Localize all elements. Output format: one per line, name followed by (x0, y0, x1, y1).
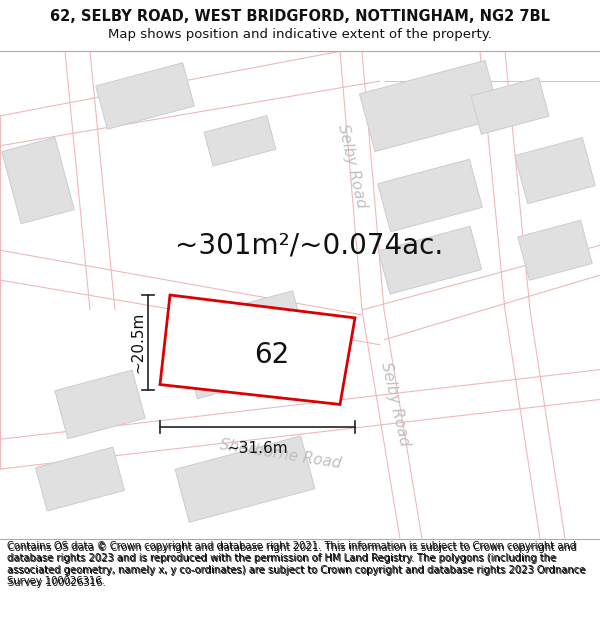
Polygon shape (204, 116, 276, 166)
Text: Contains OS data © Crown copyright and database right 2021. This information is : Contains OS data © Crown copyright and d… (8, 542, 586, 588)
Text: 62, SELBY ROAD, WEST BRIDGFORD, NOTTINGHAM, NG2 7BL: 62, SELBY ROAD, WEST BRIDGFORD, NOTTINGH… (50, 9, 550, 24)
Polygon shape (378, 226, 482, 294)
Text: Selby Road: Selby Road (335, 122, 369, 209)
Polygon shape (175, 436, 315, 522)
Text: 62: 62 (254, 341, 289, 369)
Polygon shape (518, 220, 592, 280)
Polygon shape (359, 61, 500, 151)
Text: Sherborne Road: Sherborne Road (218, 437, 342, 471)
Text: Contains OS data © Crown copyright and database right 2021. This information is : Contains OS data © Crown copyright and d… (7, 541, 586, 586)
Polygon shape (176, 291, 313, 399)
Text: Selby Road: Selby Road (378, 361, 412, 448)
Text: Map shows position and indicative extent of the property.: Map shows position and indicative extent… (108, 28, 492, 41)
Polygon shape (96, 62, 194, 129)
Polygon shape (377, 159, 482, 232)
Polygon shape (515, 138, 595, 204)
Polygon shape (160, 295, 355, 404)
Polygon shape (55, 370, 145, 439)
Polygon shape (471, 78, 549, 134)
Polygon shape (2, 138, 74, 224)
Text: ~301m²/~0.074ac.: ~301m²/~0.074ac. (175, 231, 443, 259)
Text: ~31.6m: ~31.6m (227, 441, 289, 456)
Polygon shape (35, 447, 124, 511)
Text: ~20.5m: ~20.5m (131, 312, 146, 373)
